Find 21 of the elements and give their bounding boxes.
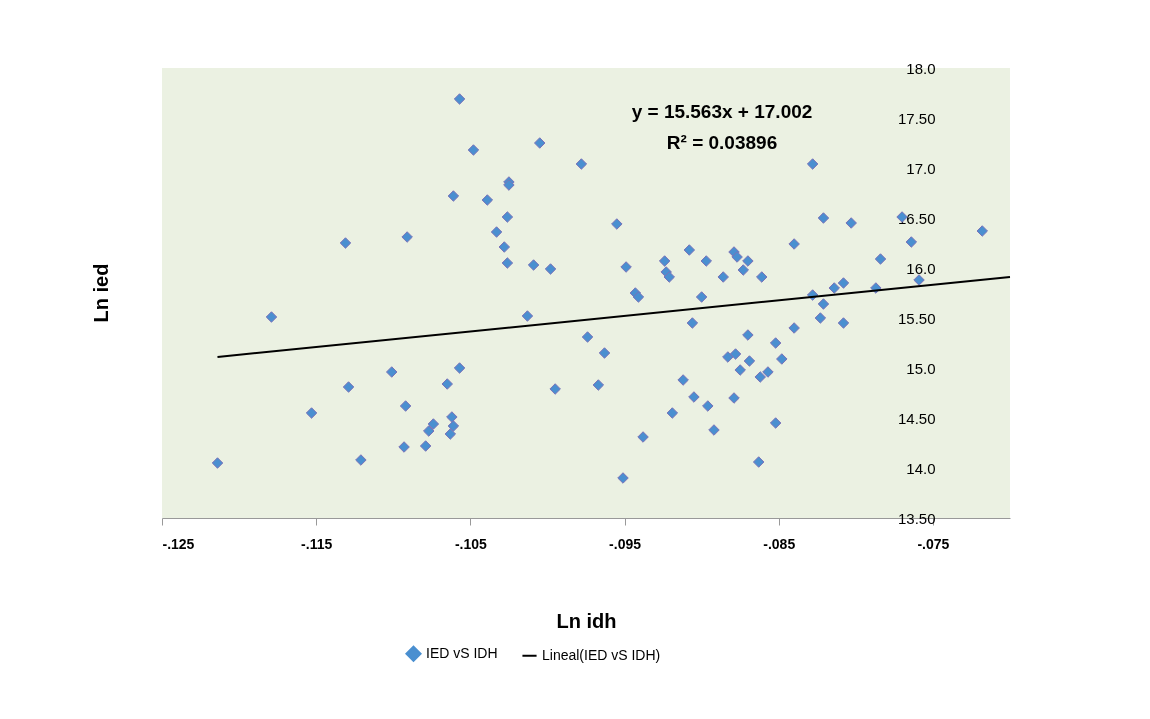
legend-label: IED vS IDH: [426, 644, 498, 661]
y-tick-label: 16.0: [906, 259, 936, 277]
y-tick-label: 17.50: [897, 109, 936, 127]
y-tick-label: 17.0: [906, 159, 936, 177]
x-tick-label: -.075: [917, 535, 950, 552]
legend-label: Lineal(IED vS IDH): [542, 646, 661, 663]
x-tick-label: -.105: [454, 535, 488, 552]
x-tick-label: -.085: [763, 535, 796, 552]
y-tick-label: 18.0: [906, 59, 936, 77]
annotation: y = 15.563x + 17.002: [631, 101, 813, 122]
y-tick-label: 15.50: [897, 309, 936, 327]
annotation: R² = 0.03896: [666, 132, 778, 153]
y-tick-label: 15.0: [906, 359, 936, 377]
y-tick-label: 14.50: [897, 409, 936, 427]
y-tick-label: 14.0: [906, 459, 936, 477]
x-tick-label: -.115: [301, 535, 333, 552]
x-tick-label: -.125: [162, 535, 195, 552]
y-axis-title: Ln ied: [90, 263, 112, 323]
x-tick-label: -.095: [609, 535, 642, 552]
y-tick-label: 13.50: [897, 509, 936, 527]
x-axis-title: Ln idh: [556, 609, 617, 632]
